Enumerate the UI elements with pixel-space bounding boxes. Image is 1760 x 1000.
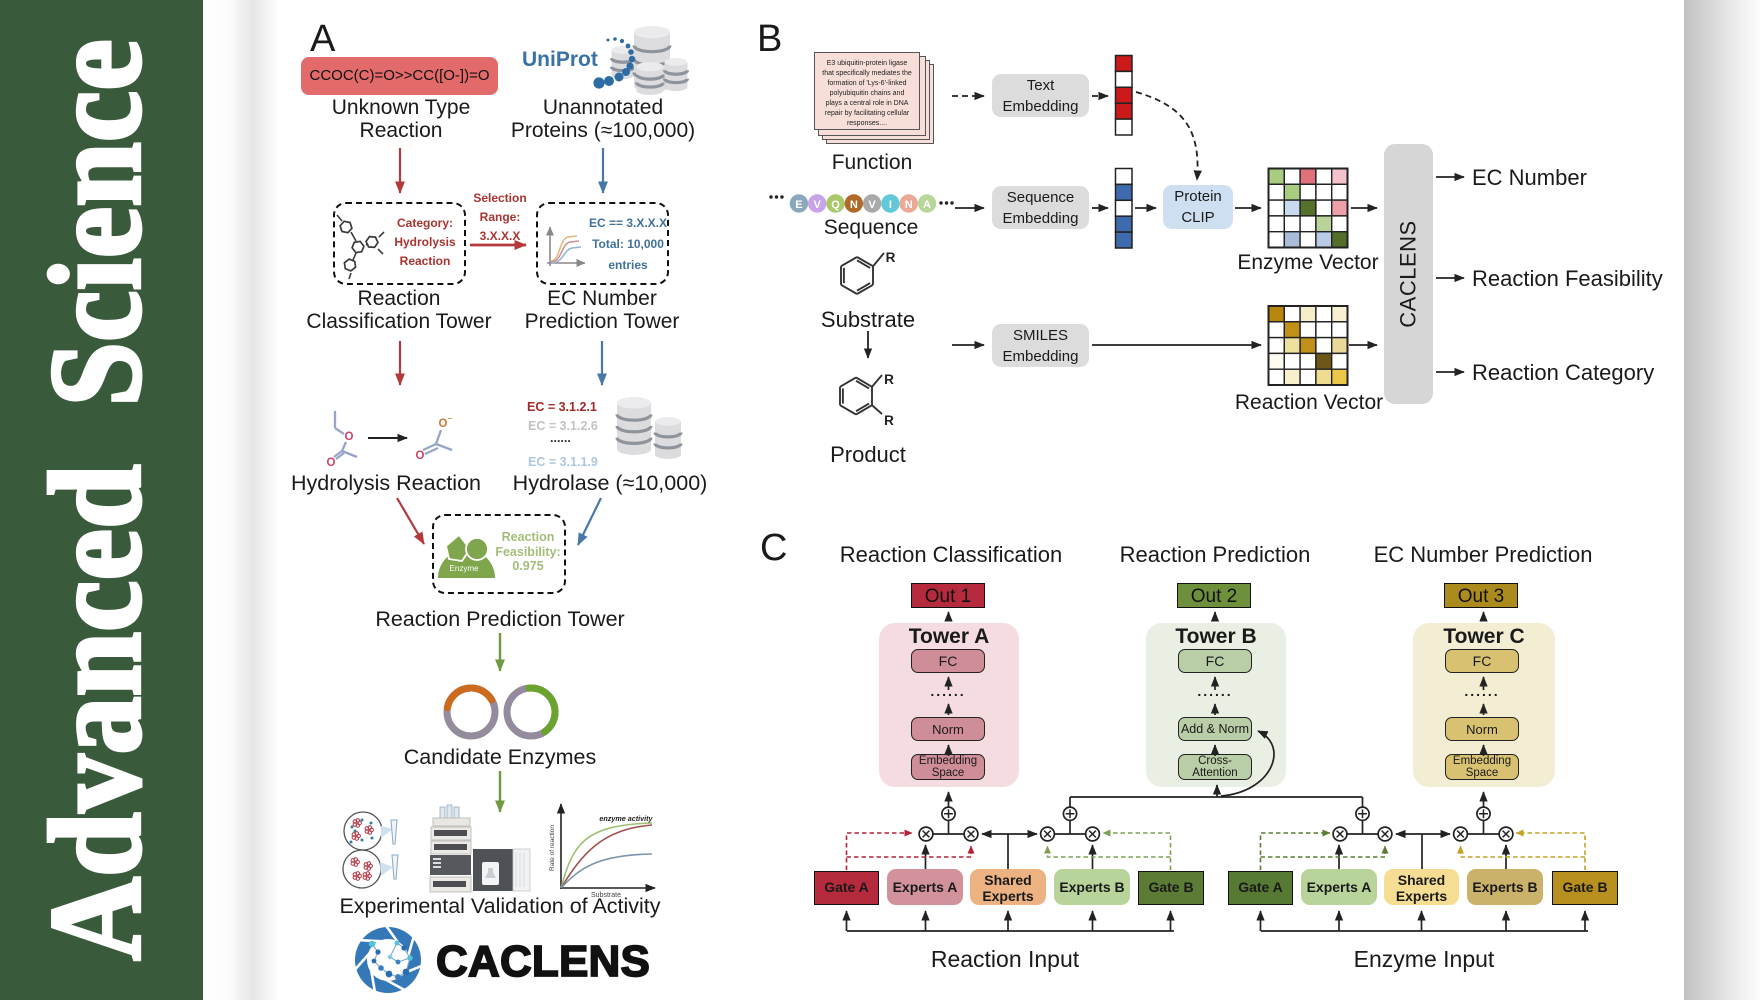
- svg-text:V: V: [868, 199, 876, 211]
- svg-text:O: O: [345, 431, 354, 443]
- svg-text:Substrate: Substrate: [591, 892, 621, 899]
- svg-text:I: I: [889, 199, 892, 211]
- svg-text:O: O: [327, 457, 336, 469]
- svg-text:R: R: [884, 372, 894, 387]
- svg-text:enzyme activity: enzyme activity: [599, 814, 653, 823]
- svg-text:N: N: [850, 199, 858, 211]
- svg-text:Q: Q: [831, 199, 840, 211]
- svg-text:A: A: [923, 199, 931, 211]
- svg-text:–: –: [448, 414, 453, 423]
- svg-text:O: O: [416, 450, 425, 462]
- svg-text:V: V: [814, 199, 822, 211]
- svg-text:R: R: [886, 250, 896, 265]
- svg-text:Rate of reaction: Rate of reaction: [549, 825, 556, 871]
- svg-text:Enzyme: Enzyme: [450, 564, 479, 573]
- svg-text:E: E: [795, 199, 802, 211]
- svg-text:O: O: [439, 418, 448, 430]
- svg-text:N: N: [905, 199, 913, 211]
- svg-text:R: R: [884, 413, 894, 428]
